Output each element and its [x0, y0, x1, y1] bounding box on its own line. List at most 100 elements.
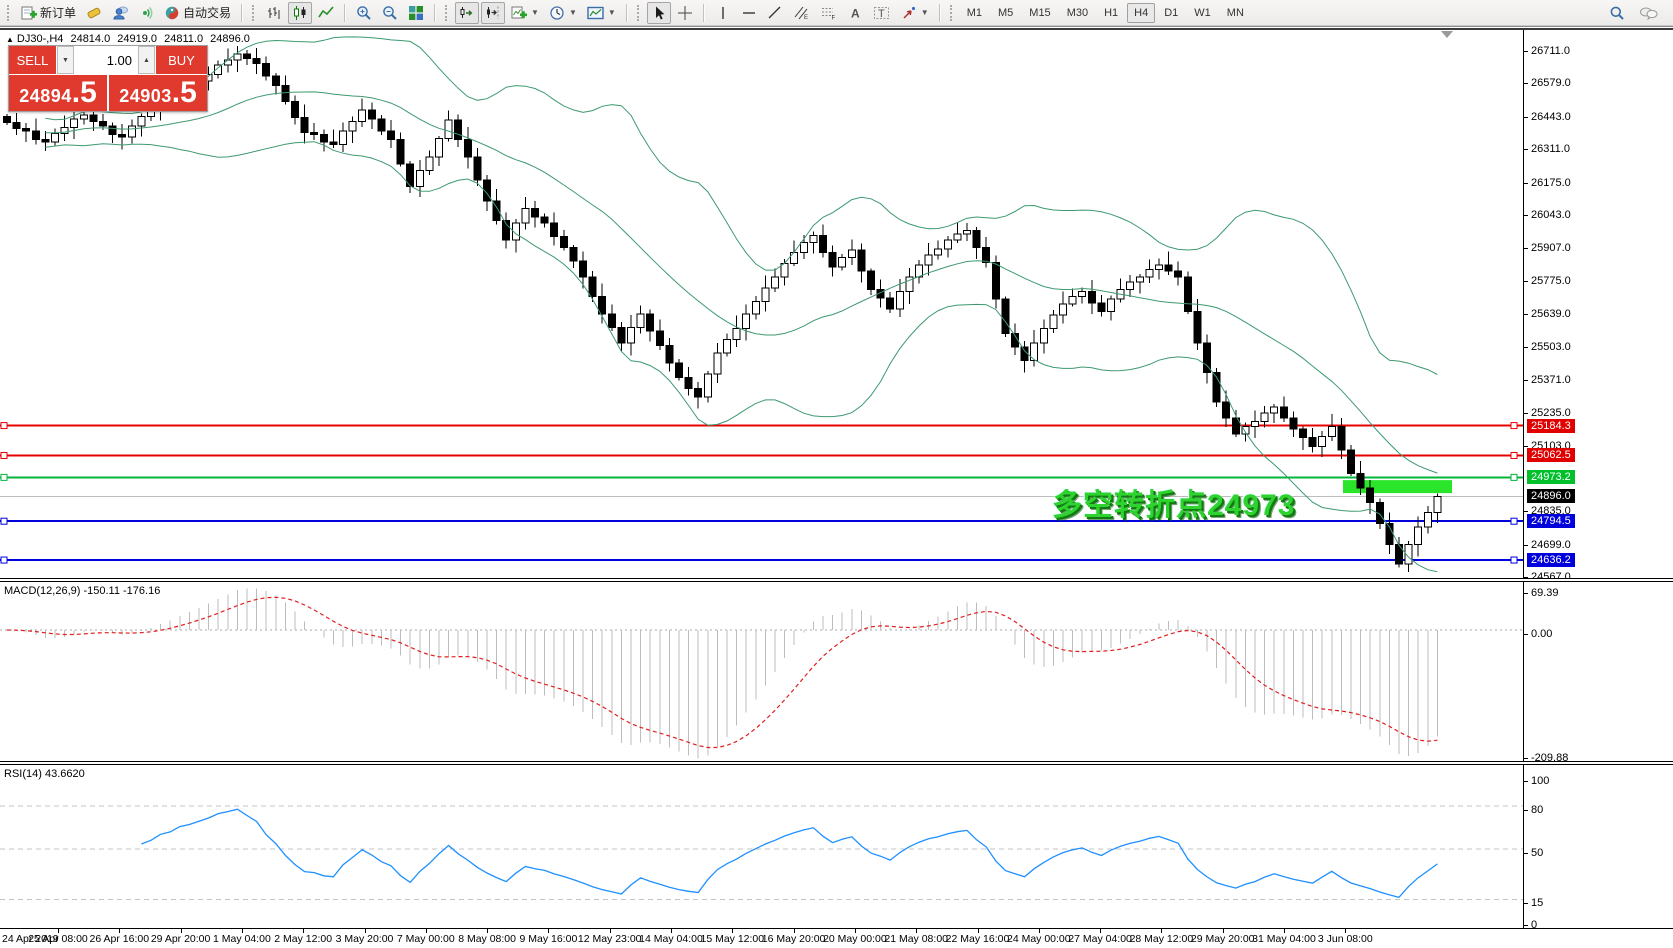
- chart-shift-marker[interactable]: [1441, 31, 1453, 38]
- equidistant-channel-button[interactable]: E: [789, 2, 814, 24]
- search-button[interactable]: [1605, 2, 1629, 24]
- trendline-handle[interactable]: [0, 473, 8, 481]
- new-order-button[interactable]: 新订单: [17, 2, 80, 24]
- volume-decrease-button[interactable]: ▼: [57, 46, 74, 74]
- line-chart-button[interactable]: [314, 2, 338, 24]
- time-tick-mark: [548, 929, 550, 933]
- macd-tick-mark: [1524, 592, 1528, 594]
- time-label: 24 Apr 2019: [2, 933, 59, 945]
- price-tick-mark: [1524, 314, 1528, 316]
- trendline-handle[interactable]: [0, 517, 8, 525]
- chart-profile-button[interactable]: ▼: [583, 2, 620, 24]
- tab-timeframe-m15[interactable]: M15: [1029, 6, 1051, 19]
- rsi-chart-canvas[interactable]: [0, 765, 1523, 928]
- timeframes-clock-button[interactable]: ▼: [545, 2, 581, 24]
- ohlc-open: 24814.0: [70, 33, 111, 45]
- time-label: 12 May 23:00: [577, 933, 642, 945]
- chart-shift-button[interactable]: [481, 1, 506, 24]
- trendline-handle[interactable]: [1510, 422, 1518, 430]
- zoom-in-button[interactable]: [352, 2, 376, 24]
- rsi-tick-label: 50: [1531, 846, 1544, 859]
- text-label-button[interactable]: T: [869, 2, 895, 24]
- candlestick-chart-icon: [294, 5, 306, 20]
- crosshair-icon: [677, 5, 692, 20]
- collapse-arrow-icon[interactable]: ▲: [6, 35, 14, 44]
- tab-timeframe-d1[interactable]: D1: [1164, 6, 1179, 19]
- tile-windows-button[interactable]: [404, 2, 428, 24]
- volume-increase-button[interactable]: ▲: [138, 46, 155, 74]
- timeframes-clock-icon: [550, 5, 564, 20]
- auto-scroll-button[interactable]: [455, 1, 480, 24]
- market-watch-icon: [87, 7, 101, 18]
- time-label: 7 May 00:00: [396, 933, 455, 945]
- signals-button[interactable]: [134, 2, 158, 24]
- trendline-handle[interactable]: [0, 451, 8, 459]
- vertical-line-button[interactable]: [711, 2, 735, 24]
- fibonacci-button[interactable]: F: [816, 2, 841, 24]
- navigator-button[interactable]: [108, 2, 132, 24]
- zoom-out-button[interactable]: [378, 2, 402, 24]
- time-label: 26 Apr 16:00: [89, 933, 150, 945]
- sell-button[interactable]: SELL: [9, 46, 57, 74]
- price-tick-label: 26443.0: [1531, 110, 1571, 123]
- trendline-handle[interactable]: [0, 556, 8, 564]
- trendline-button[interactable]: [763, 2, 787, 24]
- tab-timeframe-w1[interactable]: W1: [1194, 6, 1211, 19]
- trendline-handle[interactable]: [1510, 451, 1518, 459]
- price-tick-mark: [1524, 280, 1528, 282]
- candlestick-chart-button[interactable]: [288, 1, 313, 24]
- horizontal-line-button[interactable]: [737, 2, 761, 24]
- toolbar-grip: [252, 4, 257, 21]
- ohlc-high: 24919.0: [117, 33, 158, 45]
- tab-timeframe-m5[interactable]: M5: [998, 6, 1014, 19]
- trendline-handle[interactable]: [0, 422, 8, 430]
- trendline-handle[interactable]: [1510, 556, 1518, 564]
- sell-price-display[interactable]: 24894.5: [9, 75, 107, 111]
- bollinger-band-line: [45, 141, 1438, 573]
- time-label: 20 May 00:00: [823, 933, 887, 945]
- time-axis[interactable]: 24 Apr 2019 25 Apr 08:00 26 Apr 16:00 29 Ap…: [0, 928, 1673, 948]
- volume-input[interactable]: [74, 46, 138, 74]
- price-tick-label: 25639.0: [1531, 308, 1571, 321]
- cursor-icon: [655, 6, 665, 19]
- market-watch-button[interactable]: [82, 2, 106, 24]
- zoom-out-icon: [383, 5, 397, 20]
- chart-window-top-border: [0, 26, 1673, 30]
- ohlc-close: 24896.0: [210, 33, 250, 45]
- tab-timeframe-m1[interactable]: M1: [966, 6, 982, 19]
- text-label-icon: T: [873, 6, 889, 20]
- time-label: 21 May 08:00: [884, 933, 949, 945]
- chart-shift-icon: [487, 6, 499, 19]
- buy-button[interactable]: BUY: [155, 46, 207, 74]
- vertical-line-icon: [722, 6, 724, 19]
- time-tick-mark: [793, 929, 795, 933]
- trendline-handle[interactable]: [1510, 517, 1518, 525]
- buy-price-display[interactable]: 24903.5: [109, 75, 207, 111]
- chat-button[interactable]: [1635, 2, 1663, 24]
- tab-timeframe-h4[interactable]: H4: [1127, 2, 1156, 23]
- price-tick-mark: [1524, 577, 1528, 579]
- crosshair-button[interactable]: [673, 2, 697, 24]
- price-badge: 25062.5: [1527, 448, 1575, 463]
- price-chart-canvas[interactable]: [0, 30, 1523, 578]
- horizontal-line-icon: [742, 11, 755, 14]
- price-scale[interactable]: 26711.0 26579.0 26443.0 26311.0 26175.0 26043…: [1524, 26, 1673, 931]
- price-tick-mark: [1524, 347, 1528, 349]
- macd-chart-canvas[interactable]: [0, 582, 1523, 761]
- trendline-handle[interactable]: [1510, 473, 1518, 481]
- bar-chart-button[interactable]: [262, 2, 286, 24]
- chart-annotation-text[interactable]: 多空转折点24973: [1052, 489, 1296, 522]
- time-label: 14 May 04:00: [639, 933, 703, 945]
- pane-separator[interactable]: [0, 578, 1673, 582]
- arrows-button[interactable]: ▼: [897, 2, 933, 24]
- cursor-button[interactable]: [646, 1, 671, 24]
- new-chart-button[interactable]: ▼: [507, 2, 543, 24]
- text-button[interactable]: A: [843, 2, 867, 24]
- tab-timeframe-m30[interactable]: M30: [1066, 6, 1089, 19]
- price-tick-label: 26579.0: [1531, 77, 1571, 90]
- autotrading-button[interactable]: 自动交易: [160, 2, 235, 24]
- search-icon: [1610, 6, 1624, 20]
- tab-timeframe-h1[interactable]: H1: [1104, 6, 1119, 19]
- pane-separator[interactable]: [0, 761, 1673, 765]
- tab-timeframe-mn[interactable]: MN: [1226, 6, 1244, 19]
